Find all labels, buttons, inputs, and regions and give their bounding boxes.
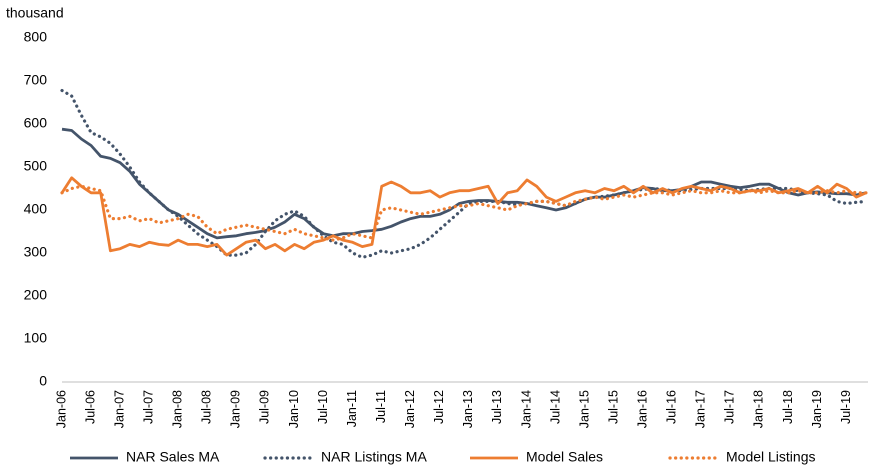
y-tick-label: 800 — [24, 29, 48, 45]
y-tick-label: 100 — [24, 330, 48, 346]
y-tick-label: 700 — [24, 72, 48, 88]
x-tick-label: Jul-13 — [490, 390, 504, 424]
y-axis-label: thousand — [6, 5, 64, 21]
x-tick-label: Jul-12 — [432, 390, 446, 424]
x-tick-label: Jan-18 — [752, 390, 766, 428]
x-tick-label: Jan-09 — [229, 390, 243, 428]
x-tick-label: Jan-06 — [54, 390, 68, 428]
x-tick-label: Jan-12 — [403, 390, 417, 428]
x-tick-label: Jul-06 — [83, 390, 97, 424]
series-line — [60, 176, 867, 257]
x-tick-label: Jul-10 — [316, 390, 330, 424]
series-line — [60, 184, 868, 242]
legend-label: NAR Listings MA — [321, 449, 427, 465]
x-tick-label: Jul-07 — [141, 390, 155, 424]
x-tick-label: Jul-16 — [665, 390, 679, 424]
x-tick-label: Jan-17 — [694, 390, 708, 428]
y-tick-label: 500 — [24, 158, 48, 174]
x-tick-label: Jan-15 — [577, 390, 591, 428]
x-tick-label: Jul-09 — [258, 390, 272, 424]
x-tick-label: Jan-11 — [345, 390, 359, 427]
x-tick-label: Jul-15 — [606, 390, 620, 424]
x-tick-label: Jan-08 — [171, 390, 185, 428]
x-tick-label: Jul-11 — [374, 390, 388, 423]
x-tick-label: Jan-07 — [112, 390, 126, 428]
legend-label: Model Sales — [526, 449, 603, 465]
x-tick-label: Jan-10 — [287, 390, 301, 428]
x-tick-label: Jan-19 — [810, 390, 824, 428]
y-tick-label: 200 — [24, 287, 48, 303]
y-tick-label: 600 — [24, 115, 48, 131]
series-line — [61, 127, 867, 240]
y-tick-label: 300 — [24, 244, 48, 260]
series-line — [60, 88, 868, 259]
x-tick-label: Jul-18 — [781, 390, 795, 424]
legend-label: NAR Sales MA — [126, 449, 220, 465]
x-tick-label: Jan-14 — [519, 390, 533, 428]
y-tick-label: 400 — [24, 201, 48, 217]
x-tick-label: Jul-19 — [839, 390, 853, 424]
legend-label: Model Listings — [726, 449, 816, 465]
y-tick-label: 0 — [39, 373, 47, 389]
x-tick-label: Jan-13 — [461, 390, 475, 428]
x-tick-label: Jul-08 — [200, 390, 214, 424]
x-tick-label: Jul-14 — [548, 390, 562, 424]
x-tick-label: Jan-16 — [636, 390, 650, 428]
x-tick-label: Jul-17 — [723, 390, 737, 424]
